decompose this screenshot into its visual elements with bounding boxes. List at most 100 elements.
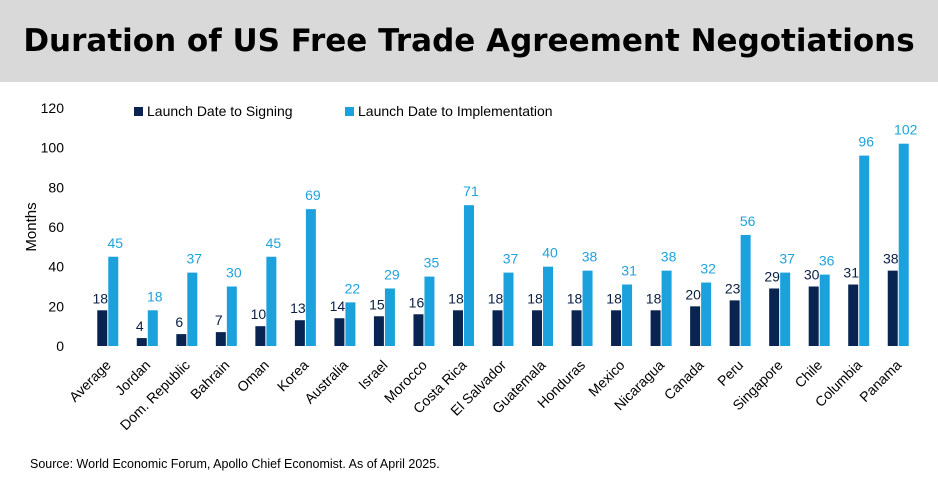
bar-signing [413, 314, 424, 346]
bar-implementation [898, 143, 909, 346]
y-axis: 0 20 40 60 80 100 120 [41, 100, 65, 354]
x-tick-label: Canada [661, 357, 707, 403]
data-labels: 1845418637730104513691422152916351871183… [92, 122, 917, 334]
legend: Launch Date to Signing Launch Date to Imp… [134, 103, 553, 119]
data-label-signing: 10 [251, 306, 267, 322]
bar-implementation [424, 276, 435, 346]
bar-implementation [226, 286, 237, 346]
y-tick-label: 80 [48, 179, 64, 195]
bar-signing [492, 310, 503, 346]
bar-signing [611, 310, 622, 346]
bar-implementation [582, 270, 593, 346]
bar-signing [452, 310, 463, 346]
bar-implementation [147, 310, 158, 346]
data-label-implementation: 36 [819, 253, 835, 269]
bar-signing [532, 310, 543, 346]
bar-signing [848, 284, 859, 346]
data-label-signing: 13 [290, 300, 306, 316]
bar-implementation [661, 270, 672, 346]
data-label-signing: 6 [175, 314, 183, 330]
bar-signing [255, 326, 266, 346]
bar-implementation [463, 205, 474, 346]
data-label-implementation: 30 [226, 265, 242, 281]
bar-signing [136, 338, 147, 346]
bar-implementation [503, 272, 514, 346]
data-label-implementation: 38 [661, 249, 677, 265]
x-tick-label: Panama [856, 357, 904, 405]
data-label-implementation: 29 [384, 266, 400, 282]
data-label-signing: 38 [883, 251, 899, 267]
y-tick-label: 120 [41, 100, 65, 116]
data-label-signing: 18 [527, 290, 543, 306]
x-tick-label: Bahrain [187, 357, 232, 402]
y-tick-label: 0 [56, 338, 64, 354]
legend-swatch-1 [134, 107, 143, 116]
x-tick-label: Peru [714, 357, 746, 389]
data-label-implementation: 102 [894, 122, 918, 138]
bar-implementation [384, 288, 395, 346]
data-label-signing: 20 [685, 286, 701, 302]
data-label-signing: 29 [764, 268, 780, 284]
data-label-implementation: 38 [582, 249, 598, 265]
data-label-implementation: 37 [187, 251, 203, 267]
data-label-signing: 16 [409, 294, 425, 310]
data-label-signing: 18 [448, 290, 464, 306]
x-tick-label: Chile [791, 357, 825, 391]
y-tick-label: 20 [48, 298, 64, 314]
data-label-implementation: 37 [503, 251, 519, 267]
bar-signing [176, 334, 187, 346]
bar-implementation [819, 274, 830, 346]
bar-chart: 0 20 40 60 80 100 120 Months Launch Date to Si… [23, 100, 918, 433]
data-label-signing: 4 [136, 318, 144, 334]
bar-implementation [543, 266, 554, 346]
bar-signing [808, 286, 819, 346]
data-label-implementation: 22 [345, 280, 361, 296]
legend-label-2: Launch Date to Implementation [358, 103, 553, 119]
data-label-signing: 14 [330, 298, 346, 314]
bar-implementation [305, 209, 316, 346]
data-label-signing: 15 [369, 296, 385, 312]
data-label-signing: 18 [606, 290, 622, 306]
bar-implementation [780, 272, 791, 346]
y-tick-label: 40 [48, 259, 64, 275]
y-axis-label: Months [23, 202, 40, 251]
bar-signing [729, 300, 740, 346]
bar-signing [373, 316, 384, 346]
data-label-implementation: 96 [858, 134, 874, 150]
chart-title: Duration of US Free Trade Agreement Nego… [23, 23, 915, 59]
data-label-signing: 30 [804, 267, 820, 283]
bar-implementation [187, 272, 198, 346]
x-tick-label: Dom. Republic [117, 357, 193, 433]
y-tick-label: 100 [41, 140, 65, 156]
bar-implementation [740, 234, 751, 346]
data-label-implementation: 18 [147, 288, 163, 304]
x-tick-label: Korea [274, 357, 312, 395]
data-label-implementation: 32 [700, 261, 716, 277]
data-label-signing: 18 [646, 290, 662, 306]
bar-implementation [622, 284, 633, 346]
bar-implementation [345, 302, 356, 346]
x-tick-label: Average [66, 357, 114, 405]
bar-implementation [266, 256, 277, 346]
data-label-implementation: 45 [107, 235, 123, 251]
x-tick-label: Australia [301, 357, 351, 407]
bar-signing [650, 310, 661, 346]
data-label-implementation: 71 [463, 183, 479, 199]
data-label-signing: 7 [215, 312, 223, 328]
y-tick-label: 60 [48, 219, 64, 235]
x-tick-label: Israel [355, 357, 391, 393]
data-label-signing: 31 [843, 265, 859, 281]
data-label-signing: 18 [92, 290, 108, 306]
data-label-implementation: 37 [779, 251, 795, 267]
bar-signing [334, 318, 345, 346]
data-label-implementation: 40 [542, 245, 558, 261]
bar-implementation [859, 155, 870, 346]
bars [97, 143, 909, 346]
bar-implementation [701, 282, 712, 346]
title-bar: Duration of US Free Trade Agreement Nego… [0, 0, 938, 82]
bar-signing [294, 320, 305, 346]
data-label-signing: 23 [725, 280, 741, 296]
data-label-implementation: 31 [621, 263, 637, 279]
data-label-signing: 18 [567, 290, 583, 306]
